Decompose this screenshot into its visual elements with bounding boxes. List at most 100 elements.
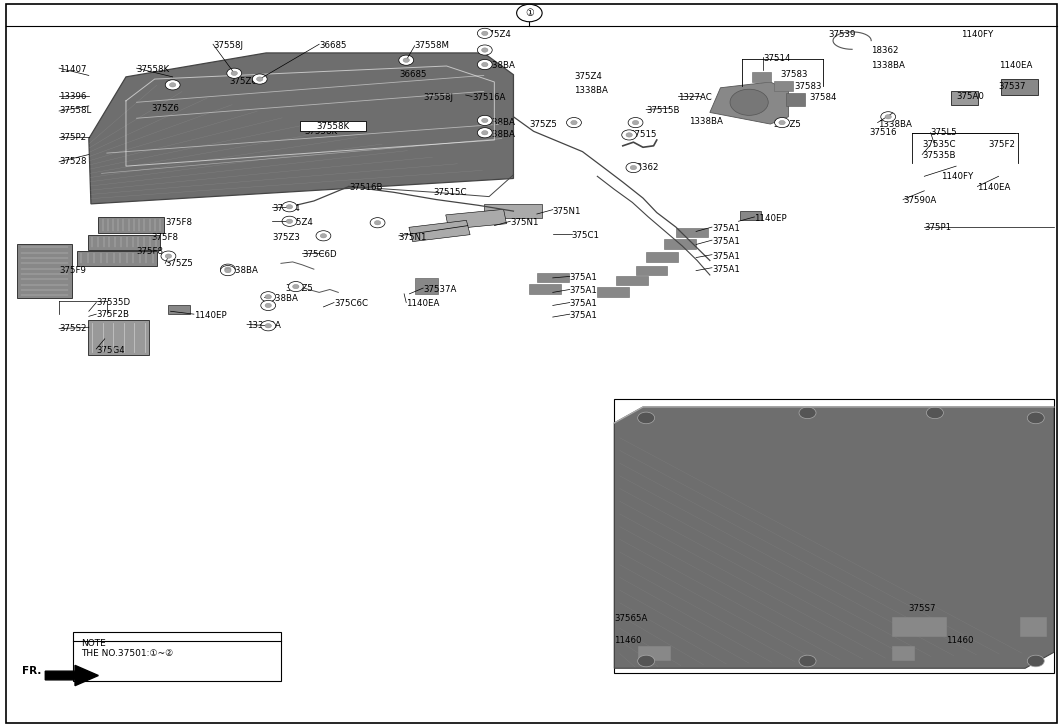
Text: 1140EP: 1140EP xyxy=(193,311,226,320)
Text: 37539: 37539 xyxy=(829,31,856,39)
Circle shape xyxy=(265,294,271,299)
FancyBboxPatch shape xyxy=(537,273,569,282)
FancyBboxPatch shape xyxy=(88,235,159,249)
Text: 375A0: 375A0 xyxy=(956,92,984,101)
Text: 1338BA: 1338BA xyxy=(480,118,514,127)
Text: 375A1: 375A1 xyxy=(570,273,597,282)
Text: 375N1: 375N1 xyxy=(553,206,581,216)
Circle shape xyxy=(885,115,892,119)
Text: 375A1: 375A1 xyxy=(712,265,740,273)
Text: 375C6D: 375C6D xyxy=(302,250,337,259)
Text: 11460: 11460 xyxy=(945,636,973,645)
FancyBboxPatch shape xyxy=(614,399,1053,673)
Circle shape xyxy=(316,230,331,241)
Text: 375C1: 375C1 xyxy=(572,231,600,241)
Circle shape xyxy=(220,265,235,276)
FancyBboxPatch shape xyxy=(646,252,678,262)
Circle shape xyxy=(477,128,492,138)
Circle shape xyxy=(632,121,639,125)
Circle shape xyxy=(265,303,271,308)
Text: 13396: 13396 xyxy=(60,92,86,101)
Text: NOTE: NOTE xyxy=(82,639,106,648)
Circle shape xyxy=(288,281,303,292)
Text: 37515C: 37515C xyxy=(434,188,468,197)
Polygon shape xyxy=(445,209,506,229)
Circle shape xyxy=(779,121,786,125)
Circle shape xyxy=(477,28,492,39)
Text: 1140EP: 1140EP xyxy=(755,214,787,223)
Circle shape xyxy=(628,164,639,172)
Text: 375Z5: 375Z5 xyxy=(165,259,193,268)
Text: 37558L: 37558L xyxy=(60,106,91,116)
FancyBboxPatch shape xyxy=(99,217,164,233)
Circle shape xyxy=(399,55,414,65)
Circle shape xyxy=(799,407,816,419)
Text: 11407: 11407 xyxy=(60,65,86,74)
Circle shape xyxy=(260,321,275,331)
Text: 1338BA: 1338BA xyxy=(574,87,608,95)
FancyBboxPatch shape xyxy=(597,287,629,297)
Text: 375S7: 375S7 xyxy=(909,604,935,614)
Text: 375L5: 375L5 xyxy=(931,128,958,137)
Text: 37515: 37515 xyxy=(629,130,657,140)
FancyBboxPatch shape xyxy=(17,244,72,298)
Text: 1140EA: 1140EA xyxy=(977,183,1011,193)
Text: 37558K: 37558K xyxy=(317,121,350,131)
Circle shape xyxy=(482,31,488,36)
Text: 375Z4: 375Z4 xyxy=(272,204,301,213)
Polygon shape xyxy=(89,53,513,204)
Text: 37535B: 37535B xyxy=(923,151,956,161)
Text: 375Z3: 375Z3 xyxy=(272,233,301,242)
Text: 37516B: 37516B xyxy=(349,183,383,193)
FancyBboxPatch shape xyxy=(1019,617,1046,635)
Text: 375Z4: 375Z4 xyxy=(484,31,511,39)
Circle shape xyxy=(628,118,643,128)
Text: 1338BA: 1338BA xyxy=(480,129,514,139)
Circle shape xyxy=(165,254,171,258)
Text: 375F2B: 375F2B xyxy=(97,310,130,318)
Circle shape xyxy=(374,220,381,225)
Text: 1327AC: 1327AC xyxy=(678,94,712,103)
Text: 375F2: 375F2 xyxy=(988,140,1015,149)
Polygon shape xyxy=(614,407,1053,668)
Text: 375Z6: 375Z6 xyxy=(229,78,257,87)
Circle shape xyxy=(286,219,292,223)
Text: 375N1: 375N1 xyxy=(399,233,427,242)
Circle shape xyxy=(370,217,385,228)
FancyBboxPatch shape xyxy=(73,632,281,681)
Text: FR.: FR. xyxy=(22,666,41,676)
Text: 37514: 37514 xyxy=(763,55,791,63)
FancyBboxPatch shape xyxy=(753,72,772,82)
Text: 375Z5: 375Z5 xyxy=(774,119,802,129)
FancyBboxPatch shape xyxy=(774,81,793,92)
Text: 37535C: 37535C xyxy=(923,140,956,149)
Circle shape xyxy=(1027,655,1044,667)
Text: 375P1: 375P1 xyxy=(925,222,951,232)
Circle shape xyxy=(224,267,231,271)
Circle shape xyxy=(477,60,492,70)
Text: 37535D: 37535D xyxy=(97,298,131,307)
Circle shape xyxy=(282,201,297,212)
Circle shape xyxy=(477,45,492,55)
Text: 1338BA: 1338BA xyxy=(264,294,298,302)
Circle shape xyxy=(482,48,488,52)
Text: 18362: 18362 xyxy=(631,163,659,172)
Circle shape xyxy=(482,131,488,135)
Circle shape xyxy=(224,268,231,273)
Text: 1338BA: 1338BA xyxy=(223,266,257,275)
Circle shape xyxy=(624,132,635,139)
Circle shape xyxy=(282,216,297,226)
Circle shape xyxy=(630,166,637,170)
Circle shape xyxy=(220,264,235,274)
Text: 375S2: 375S2 xyxy=(60,324,86,333)
FancyBboxPatch shape xyxy=(787,93,806,106)
Text: 375N1: 375N1 xyxy=(510,218,539,228)
Text: 375Z4: 375Z4 xyxy=(285,218,314,228)
Text: ①: ① xyxy=(525,8,534,18)
Text: 37583: 37583 xyxy=(780,71,808,79)
Text: 37537: 37537 xyxy=(998,82,1026,91)
Text: 37584: 37584 xyxy=(810,94,838,103)
Text: 375A1: 375A1 xyxy=(570,311,597,320)
Text: 37537A: 37537A xyxy=(423,285,457,294)
Circle shape xyxy=(231,71,237,76)
